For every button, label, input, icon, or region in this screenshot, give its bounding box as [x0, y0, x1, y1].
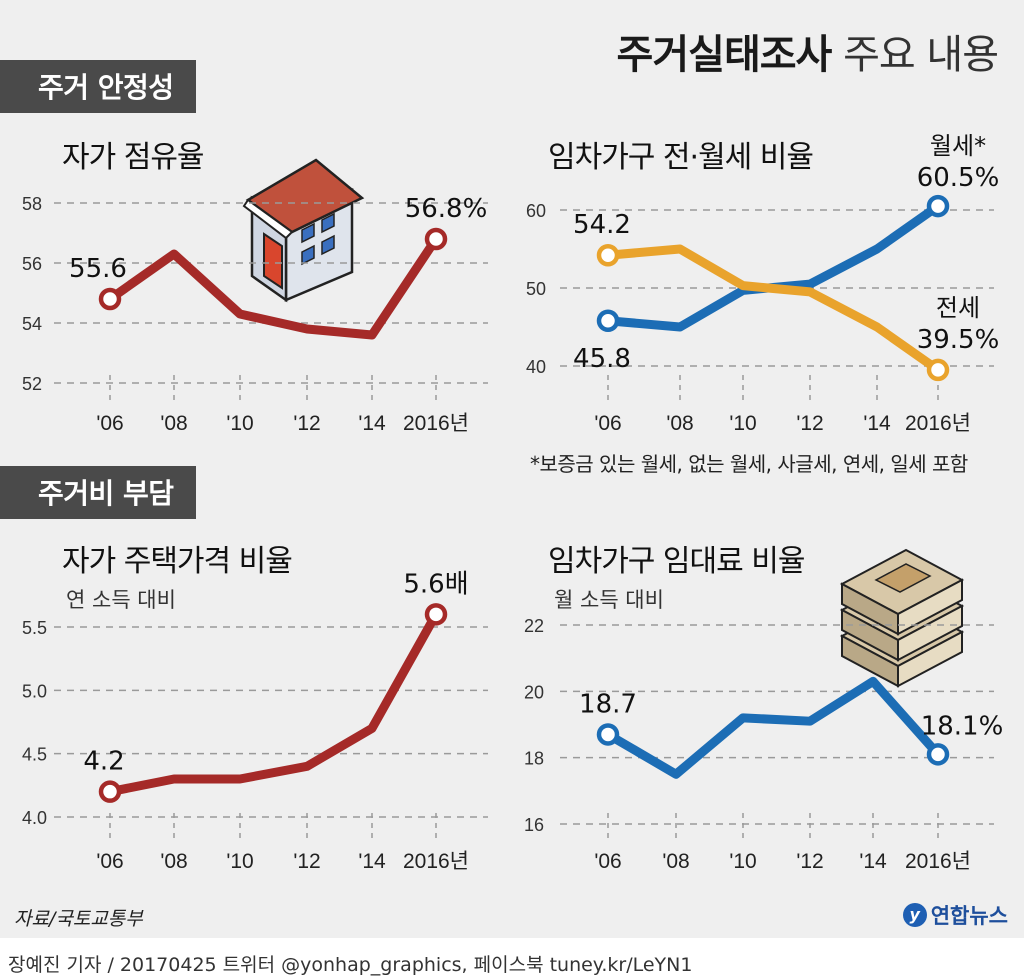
data-point-c4-0 — [596, 723, 620, 746]
series-line-c4-0 — [603, 676, 943, 779]
y-tick-label-c2-0: 60 — [526, 201, 546, 221]
y-tick-label-c4-3: 16 — [524, 815, 544, 835]
x-tick-label-c1-2: '10 — [226, 412, 253, 435]
y-tick-label-c2-2: 40 — [526, 357, 546, 377]
yonhap-logo: y 연합뉴스 — [902, 900, 1008, 930]
data-label-c2-0: 54.2 — [573, 210, 631, 240]
x-tick-label-c4-3: '12 — [796, 850, 823, 873]
chart-title-rent-ratio: 임차가구 전·월세 비율 — [548, 140, 814, 175]
x-tick-label-c3-1: '08 — [160, 850, 187, 873]
y-tick-label-c1-0: 58 — [22, 194, 42, 214]
footer-credit: 장예진 기자 / 20170425 트위터 @yonhap_graphics, … — [8, 954, 693, 976]
chart-subtitle-price-income: 연 소득 대비 — [66, 588, 176, 612]
x-tick-label-c2-4: '14 — [863, 412, 891, 435]
footnote-monthly-rent: *보증금 있는 월세, 없는 월세, 사글세, 연세, 일세 포함 — [530, 452, 968, 476]
series-line-c2-1 — [603, 244, 943, 375]
x-tick-label-c4-1: '08 — [662, 850, 689, 873]
series-line-c2-0 — [603, 201, 943, 332]
x-tick-label-c4-4: '14 — [859, 850, 887, 873]
data-point-c1-0 — [98, 287, 122, 311]
data-point-c3-0 — [98, 780, 122, 803]
x-tick-label-c1-0: '06 — [96, 412, 123, 435]
data-point-c2-3 — [926, 358, 950, 382]
yonhap-logo-text: 연합뉴스 — [930, 904, 1008, 928]
y-tick-label-c3-1: 5.0 — [22, 681, 47, 701]
x-tick-label-c4-0: '06 — [594, 850, 621, 873]
data-label-c2-2: 60.5% — [917, 163, 1000, 193]
data-label-c3-1: 5.6배 — [403, 569, 468, 599]
data-point-c1-1 — [424, 227, 448, 251]
data-point-c4-1 — [926, 743, 950, 766]
y-tick-label-c1-2: 54 — [22, 314, 42, 334]
x-tick-label-c3-0: '06 — [96, 850, 123, 873]
y-tick-label-c2-1: 50 — [526, 279, 546, 299]
x-tick-label-c2-0: '06 — [594, 412, 621, 435]
data-label-c4-0: 18.7 — [579, 689, 637, 719]
data-point-c2-1 — [596, 309, 620, 333]
data-label-c3-0: 4.2 — [83, 747, 124, 777]
y-tick-label-c1-1: 56 — [22, 254, 42, 274]
data-point-c3-1 — [424, 603, 448, 626]
data-point-c2-2 — [926, 194, 950, 218]
x-tick-label-c1-4: '14 — [358, 412, 386, 435]
series-name-label-c2-2: 월세* — [930, 132, 986, 160]
main-title: 주거실태조사 주요 내용 — [616, 22, 999, 80]
main-title-bold: 주거실태조사 — [616, 32, 833, 78]
x-tick-label-c1-1: '08 — [160, 412, 187, 435]
x-tick-label-c2-2: '10 — [729, 412, 756, 435]
source-label: 자료/국토교통부 — [14, 908, 143, 930]
x-tick-label-c2-5: 2016년 — [905, 412, 971, 435]
x-tick-label-c1-3: '12 — [293, 412, 320, 435]
chart-title-price-income: 자가 주택가격 비율 — [62, 544, 293, 579]
x-tick-label-c4-5: 2016년 — [905, 850, 971, 873]
y-tick-label-c4-0: 22 — [524, 616, 544, 636]
y-tick-label-c3-3: 4.0 — [22, 808, 47, 828]
data-label-c2-1: 45.8 — [573, 344, 631, 374]
y-tick-label-c3-0: 5.5 — [22, 618, 47, 638]
chart-title-owner-rate: 자가 점유율 — [62, 140, 205, 175]
data-label-c1-0: 55.6 — [69, 254, 127, 284]
section-tab-stability: 주거 안정성 — [0, 60, 196, 113]
data-label-c4-1: 18.1% — [921, 711, 1004, 741]
series-line-c1-0 — [105, 234, 441, 340]
data-label-c1-1: 56.8% — [405, 194, 488, 224]
y-tick-label-c4-2: 18 — [524, 749, 544, 769]
data-label-c2-3: 39.5% — [917, 325, 1000, 355]
x-tick-label-c3-4: '14 — [358, 850, 386, 873]
x-tick-label-c4-2: '10 — [729, 850, 756, 873]
chart-subtitle-rent-income: 월 소득 대비 — [554, 588, 664, 612]
chart-title-rent-income: 임차가구 임대료 비율 — [548, 544, 805, 579]
series-name-label-c2-3: 전세 — [936, 294, 980, 322]
series-line-c3-0 — [105, 609, 441, 797]
section-tab-burden: 주거비 부담 — [0, 466, 196, 519]
house-icon — [242, 158, 365, 303]
x-tick-label-c2-1: '08 — [666, 412, 693, 435]
x-tick-label-c2-3: '12 — [796, 412, 823, 435]
y-tick-label-c4-1: 20 — [524, 682, 544, 702]
y-tick-label-c1-3: 52 — [22, 374, 42, 394]
x-tick-label-c3-2: '10 — [226, 850, 253, 873]
charts-canvas: 58 56 54 52 '06 '08 '10 '12 '14 2016년 55.6 56.8% 60 5… — [22, 132, 1004, 873]
x-tick-label-c3-5: 2016년 — [403, 850, 469, 873]
yonhap-logo-icon: y — [902, 903, 927, 927]
x-tick-label-c3-3: '12 — [293, 850, 320, 873]
y-tick-label-c3-2: 4.5 — [22, 745, 47, 765]
x-tick-label-c1-5: 2016년 — [403, 412, 469, 435]
data-point-c2-0 — [596, 243, 620, 267]
main-title-light: 주요 내용 — [843, 32, 999, 78]
money-stack-icon — [839, 548, 965, 688]
